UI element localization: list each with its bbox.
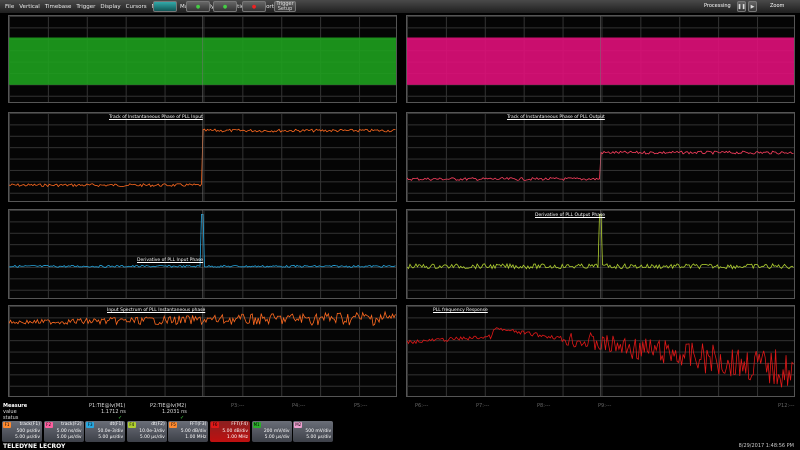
grid-deriv-out[interactable]: Derivative of PLL Output Phase — [406, 209, 795, 299]
run-icon: ● — [195, 3, 201, 10]
menu-display[interactable]: Display — [100, 3, 121, 10]
menu-cursors[interactable]: Cursors — [125, 3, 147, 10]
channel-time: 5.00 µs/div — [264, 435, 290, 440]
play-button[interactable]: ▶ — [748, 1, 757, 12]
status-label: status — [3, 415, 19, 421]
channel-box-m2[interactable]: M2 500 mV/div 5.00 µs/div — [293, 421, 334, 442]
channel-name: FFT(F4) — [231, 422, 248, 427]
channel-time: 1.00 MHz — [185, 435, 207, 440]
channel-box-f2[interactable]: F2 track(F2) 5.00 ns/div 5.00 µs/div — [43, 421, 84, 442]
channel-scale: 200 mV/div — [263, 428, 290, 434]
p2-name[interactable]: P2:TIE@lv(M2) — [150, 403, 187, 409]
channel-scale: 50.0e-3/div — [97, 428, 124, 434]
channel-tag: F5 — [169, 422, 178, 428]
grid-deriv-in[interactable]: Derivative of PLL Input Phase — [8, 209, 397, 299]
trace-label-spec-in: Input Spectrum of PLL Instantaneous phas… — [107, 308, 206, 313]
trace-label-track-in: Track of Instantaneous Phase of PLL Inpu… — [109, 115, 203, 120]
p6-name[interactable]: P6:--- — [415, 403, 429, 409]
datetime: 8/29/2017 1:48:56 PM — [738, 443, 794, 449]
autoset-button[interactable] — [153, 1, 177, 12]
channel-box-f3[interactable]: F3 dt(F1) 50.0e-3/div 5.00 µs/div — [85, 421, 126, 442]
p2-status: ✓ — [180, 415, 185, 421]
channel-tag: F3 — [86, 422, 95, 428]
processing-label: Processing — [704, 3, 731, 9]
channel-tag: F4 — [127, 422, 136, 428]
menu-vertical[interactable]: Vertical — [19, 3, 40, 10]
p7-name[interactable]: P7:--- — [476, 403, 490, 409]
grid-track-out[interactable]: Track of Instantaneous Phase of PLL Outp… — [406, 112, 795, 202]
channel-scale: 500 mV/div — [305, 428, 332, 434]
trace-label-spec-out: PLL frequency Response — [433, 308, 488, 313]
channel-name: dt(F2) — [151, 422, 165, 427]
p1-status: ✓ — [118, 415, 123, 421]
grid-in[interactable] — [8, 15, 397, 103]
single-icon: ● — [222, 3, 228, 10]
channel-time: 5.00 µs/div — [139, 435, 165, 440]
trigger-setup-button[interactable]: Trigger Setup — [274, 1, 296, 12]
channel-box-f1[interactable]: F1 track(F1) 500 ps/div 5.00 µs/div — [2, 421, 42, 442]
measure-title: Measure — [3, 403, 28, 409]
channel-tag: M2 — [294, 422, 303, 428]
stop-icon: ● — [251, 3, 257, 10]
channel-name: FFT(F3) — [189, 422, 207, 427]
p5-name[interactable]: P5:--- — [354, 403, 368, 409]
grid-track-in[interactable]: Track of Instantaneous Phase of PLL Inpu… — [8, 112, 397, 202]
channel-scale: 5.00 ns/div — [56, 428, 82, 434]
p2-value: 1.2031 ns — [162, 409, 187, 415]
value-label: value — [3, 409, 17, 415]
trace-label-deriv-in: Derivative of PLL Input Phase — [137, 258, 204, 263]
channel-tag: F2 — [44, 422, 53, 428]
channel-time: 5.00 µs/div — [306, 435, 332, 440]
channel-scale: 5.00 dB/div — [180, 428, 207, 434]
channel-scale: 5.00 dB/div — [222, 428, 248, 434]
trace-label-track-out: Track of Instantaneous Phase of PLL Outp… — [507, 115, 605, 120]
p3-name[interactable]: P3:--- — [231, 403, 245, 409]
p9-name[interactable]: P9:--- — [598, 403, 612, 409]
menu-file[interactable]: File — [5, 3, 15, 10]
menu-analysis[interactable]: Analysis — [198, 3, 222, 10]
channel-scale: 500 ps/div — [16, 428, 40, 434]
channel-scale: 10.0e-3/div — [139, 428, 165, 434]
channel-tag: F6 — [211, 422, 219, 428]
channel-time: 5.00 µs/div — [15, 435, 40, 440]
channel-time: 5.00 µs/div — [56, 435, 82, 440]
channel-name: track(F1) — [19, 422, 40, 427]
channel-tag: F1 — [3, 422, 11, 428]
trace-label-deriv-out: Derivative of PLL Output Phase — [535, 213, 606, 218]
pause-button[interactable]: ❚❚ — [737, 1, 746, 12]
p1-value: 1.1712 ns — [101, 409, 126, 415]
grid-spec-out[interactable]: PLL frequency Response — [406, 305, 795, 397]
channel-time: 1.00 MHz — [226, 435, 248, 440]
zoom-label: Zoom — [770, 3, 785, 9]
channel-name: dt(F1) — [109, 422, 124, 427]
grid-out[interactable] — [406, 15, 795, 103]
p4-name[interactable]: P4:--- — [292, 403, 306, 409]
channel-tag: M1 — [252, 422, 261, 428]
grid-spec-in[interactable]: Input Spectrum of PLL Instantaneous phas… — [8, 305, 397, 397]
p8-name[interactable]: P8:--- — [537, 403, 551, 409]
run-button[interactable]: ● — [186, 1, 210, 12]
channel-name: track(F2) — [61, 422, 82, 427]
menu-timebase[interactable]: Timebase — [44, 3, 72, 10]
stop-button[interactable]: ● — [242, 1, 266, 12]
brand-logo: TELEDYNE LECROY — [3, 443, 66, 450]
menu-bar: File Vertical Timebase Trigger Display Cursor… — [0, 0, 800, 13]
channel-box-f5[interactable]: F5 FFT(F3) 5.00 dB/div 1.00 MHz — [168, 421, 209, 442]
channel-box-f4[interactable]: F4 dt(F2) 10.0e-3/div 5.00 µs/div — [126, 421, 167, 442]
channel-box-f6[interactable]: F6 FFT(F4) 5.00 dB/div 1.00 MHz — [210, 421, 250, 442]
single-button[interactable]: ● — [213, 1, 237, 12]
channel-box-m1[interactable]: M1 200 mV/div 5.00 µs/div — [251, 421, 292, 442]
p1-name[interactable]: P1:TIE@lv(M1) — [89, 403, 126, 409]
p12-name[interactable]: P12:--- — [778, 403, 795, 409]
channel-time: 5.00 µs/div — [98, 435, 124, 440]
menu-trigger[interactable]: Trigger — [76, 3, 96, 10]
